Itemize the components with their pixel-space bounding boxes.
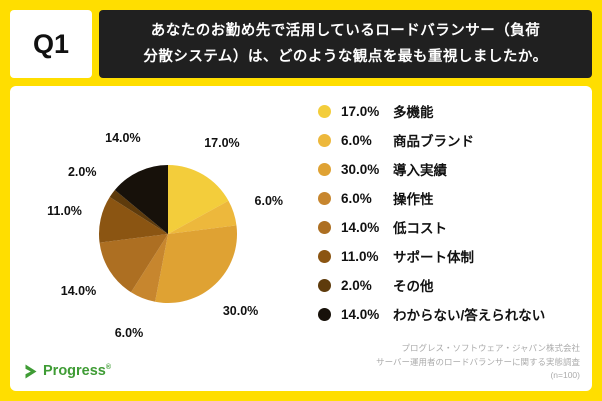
chart-legend: 17.0% 多機能 6.0% 商品ブランド 30.0% 導入実績 6.0% 操作… <box>318 100 545 325</box>
legend-percent: 14.0% <box>341 306 380 322</box>
legend-label: 操作性 <box>393 192 434 207</box>
pie-value-label: 11.0% <box>47 203 82 218</box>
legend-color-dot-icon <box>318 307 331 321</box>
pie-value-label: 2.0% <box>67 164 97 179</box>
pie-chart-area: 17.0% 6.0% 30.0% 6.0% 14.0% 11.0% 2.0% 14.0% <box>18 98 318 370</box>
legend-percent: 17.0% <box>341 103 380 119</box>
legend-item: 14.0% 低コスト <box>318 216 545 238</box>
question-line-1: あなたのお勤め先で活用しているロードバランサー（負荷 <box>150 22 541 39</box>
pie-slice-0 <box>168 165 229 234</box>
pie-value-label: 30.0% <box>222 304 259 319</box>
legend-label: 低コスト <box>393 221 447 236</box>
legend-color-dot-icon <box>318 162 331 176</box>
legend-percent: 6.0% <box>341 132 372 148</box>
legend-label: サポート体制 <box>393 250 474 265</box>
pie-slice-7 <box>114 165 168 234</box>
legend-item: 6.0% 操作性 <box>318 187 545 209</box>
chart-card: 17.0% 6.0% 30.0% 6.0% 14.0% 11.0% 2.0% 14.0% 17… <box>10 86 592 391</box>
question-number-badge: Q1 <box>10 10 92 78</box>
question-line-2: 分散システム）は、どのような観点を最も重視しましたか。 <box>143 49 548 65</box>
legend-percent: 2.0% <box>341 277 372 293</box>
legend-label: わからない/答えられない <box>393 308 546 323</box>
legend-color-dot-icon <box>318 133 331 147</box>
legend-item: 30.0% 導入実績 <box>318 158 545 180</box>
legend-percent: 30.0% <box>341 161 380 177</box>
legend-percent: 6.0% <box>341 190 372 206</box>
legend-label: 多機能 <box>393 105 434 120</box>
pie-slice-3 <box>131 234 168 302</box>
registered-mark: ® <box>105 364 112 372</box>
legend-item: 11.0% サポート体制 <box>318 245 545 267</box>
legend-label: 商品ブランド <box>393 134 474 149</box>
legend-label: その他 <box>393 279 434 294</box>
progress-logo-icon <box>24 364 38 379</box>
legend-percent: 11.0% <box>341 248 379 264</box>
legend-label: 導入実績 <box>393 163 447 178</box>
pie-slice-2 <box>155 225 238 304</box>
legend-percent: 14.0% <box>341 219 380 235</box>
pie-value-label: 17.0% <box>204 135 240 150</box>
legend-color-dot-icon <box>318 104 331 118</box>
pie-value-label: 14.0% <box>105 131 141 146</box>
pie-slice-1 <box>168 200 237 234</box>
legend-color-dot-icon <box>318 249 331 263</box>
progress-logo: Progress® <box>24 363 111 379</box>
legend-item: 14.0% わからない/答えられない <box>318 303 545 325</box>
legend-color-dot-icon <box>318 191 331 205</box>
legend-item: 6.0% 商品ブランド <box>318 129 545 151</box>
credit-line-3: (n=100) <box>550 370 580 381</box>
question-text-box: あなたのお勤め先で活用しているロードバランサー（負荷 分散システム）は、どのよう… <box>99 10 592 78</box>
pie-chart-svg <box>98 165 238 304</box>
progress-logo-text: Progress® <box>43 363 112 379</box>
pie-slice-6 <box>109 190 168 234</box>
legend-item: 17.0% 多機能 <box>318 100 545 122</box>
credit-line-2: サーバー運用者のロードバランサーに関する実態調査 <box>376 356 580 367</box>
legend-color-dot-icon <box>318 278 331 292</box>
credit-line-1: プログレス・ソフトウェア・ジャパン株式会社 <box>401 343 580 354</box>
pie-value-label: 6.0% <box>114 325 144 340</box>
pie-value-label: 6.0% <box>254 194 284 209</box>
survey-credit: プログレス・ソフトウェア・ジャパン株式会社 サーバー運用者のロードバランサーに関… <box>376 342 580 383</box>
legend-color-dot-icon <box>318 220 331 234</box>
pie-value-label: 14.0% <box>60 283 97 298</box>
legend-item: 2.0% その他 <box>318 274 545 296</box>
header: Q1 あなたのお勤め先で活用しているロードバランサー（負荷 分散システム）は、ど… <box>10 10 592 78</box>
pie-slice-5 <box>98 197 168 243</box>
pie-slice-4 <box>99 234 168 293</box>
